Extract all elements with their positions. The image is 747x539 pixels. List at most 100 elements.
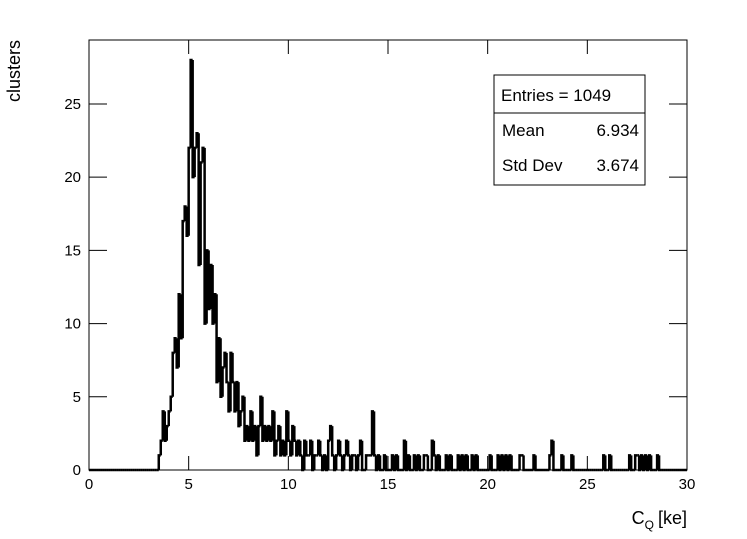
histogram-bin bbox=[643, 454, 648, 470]
histogram-bin bbox=[382, 454, 387, 470]
x-axis-label: CQ [ke] bbox=[632, 508, 687, 532]
histogram-bin bbox=[199, 161, 203, 266]
histogram-bin bbox=[647, 454, 652, 470]
histogram-bin bbox=[334, 454, 339, 470]
x-tick-label: 0 bbox=[85, 476, 93, 493]
histogram-bin bbox=[562, 455, 566, 472]
histogram-bin bbox=[438, 455, 442, 472]
histogram-bin bbox=[346, 440, 351, 457]
histogram-bin bbox=[560, 454, 564, 470]
x-tick-label: 30 bbox=[679, 476, 696, 493]
histogram-bin bbox=[299, 440, 303, 457]
histogram-bin bbox=[318, 440, 323, 457]
y-tick-label: 20 bbox=[64, 169, 81, 186]
histogram-bin bbox=[476, 455, 480, 472]
histogram-bin bbox=[179, 294, 183, 340]
stats-entries: Entries = 1049 bbox=[501, 86, 611, 105]
histogram-bin bbox=[396, 455, 400, 472]
histogram-bin bbox=[657, 455, 662, 472]
stats-value: 6.934 bbox=[596, 121, 639, 140]
histogram-bin bbox=[548, 454, 552, 470]
histogram-bin bbox=[444, 454, 448, 470]
histogram-bin bbox=[281, 439, 285, 456]
y-axis-label: clusters bbox=[4, 40, 24, 102]
y-tick-label: 25 bbox=[64, 96, 81, 113]
histogram-bin bbox=[358, 439, 363, 456]
histogram-bin bbox=[376, 454, 381, 470]
histogram-bin bbox=[171, 351, 175, 397]
histogram-bin bbox=[532, 454, 536, 470]
histogram-bin bbox=[500, 454, 504, 470]
histogram-bin bbox=[639, 454, 644, 470]
histogram-bin bbox=[165, 424, 169, 441]
histogram-bin bbox=[394, 454, 398, 470]
histogram-bin bbox=[416, 454, 420, 470]
histogram-bin bbox=[225, 352, 229, 384]
stats-label: Std Dev bbox=[502, 156, 563, 175]
histogram-bin bbox=[344, 439, 349, 456]
y-tick-label: 15 bbox=[64, 242, 81, 259]
histogram-bin bbox=[474, 454, 478, 470]
histogram-bin bbox=[408, 455, 412, 472]
histogram-bin bbox=[464, 454, 468, 470]
histogram-bin bbox=[342, 454, 347, 470]
histogram-bin bbox=[233, 382, 237, 413]
histogram-bin bbox=[470, 454, 474, 470]
x-tick-label: 15 bbox=[380, 476, 397, 493]
histogram-bin bbox=[436, 454, 440, 470]
histogram-bin bbox=[364, 454, 369, 470]
histogram-bin bbox=[430, 439, 434, 470]
histogram-bin bbox=[384, 455, 388, 472]
x-tick-label: 20 bbox=[479, 476, 496, 493]
histogram-bin bbox=[169, 395, 173, 412]
y-tick-label: 5 bbox=[73, 389, 81, 406]
histogram-bin bbox=[490, 455, 494, 472]
histogram-bin bbox=[305, 440, 309, 457]
histogram-bin bbox=[610, 455, 614, 472]
histogram-bin bbox=[432, 440, 436, 457]
histogram-bin bbox=[316, 439, 321, 456]
histogram-bin bbox=[167, 410, 171, 427]
stats-label: Mean bbox=[502, 121, 545, 140]
histogram-bin bbox=[608, 454, 612, 470]
histogram-bin bbox=[356, 454, 361, 470]
histogram-bin bbox=[259, 395, 263, 427]
histogram-bin bbox=[378, 455, 383, 472]
histogram-bin bbox=[221, 366, 225, 397]
histogram-bin bbox=[303, 439, 307, 470]
histogram-bin bbox=[227, 382, 231, 413]
x-label-sub: Q bbox=[645, 518, 654, 532]
histogram-bin bbox=[326, 439, 331, 470]
histogram-bin bbox=[508, 454, 512, 470]
histogram-bin bbox=[570, 454, 574, 470]
histogram-bin bbox=[287, 411, 291, 442]
histogram-bin bbox=[406, 454, 410, 470]
histogram-bin bbox=[466, 455, 470, 472]
histogram-bin bbox=[488, 454, 492, 470]
x-label-unit: [ke] bbox=[658, 508, 687, 528]
histogram-bin bbox=[257, 424, 261, 456]
histogram-bin bbox=[633, 454, 638, 470]
histogram-bin bbox=[350, 454, 355, 470]
histogram-bin bbox=[426, 455, 430, 472]
histogram-bin bbox=[197, 133, 201, 267]
histogram-bin bbox=[649, 455, 654, 472]
histogram-bin bbox=[496, 454, 500, 470]
y-tick-label: 10 bbox=[64, 316, 81, 333]
histogram-bin bbox=[187, 146, 191, 236]
x-tick-label: 25 bbox=[579, 476, 596, 493]
histogram-bin bbox=[604, 455, 608, 472]
histogram-bin bbox=[422, 454, 426, 470]
histogram-bin bbox=[338, 440, 343, 457]
histogram-bin bbox=[297, 439, 301, 456]
stats-frame bbox=[493, 74, 646, 186]
histogram-bin bbox=[627, 454, 632, 470]
y-tick-label: 0 bbox=[73, 462, 81, 479]
histogram-bin bbox=[572, 455, 576, 472]
histogram-bin bbox=[275, 439, 279, 456]
stats-box: Entries = 1049 Mean 6.934 Std Dev 3.674 bbox=[493, 74, 646, 186]
histogram-bin bbox=[522, 455, 526, 472]
histogram-bin bbox=[241, 395, 245, 412]
histogram-bin bbox=[322, 454, 327, 470]
